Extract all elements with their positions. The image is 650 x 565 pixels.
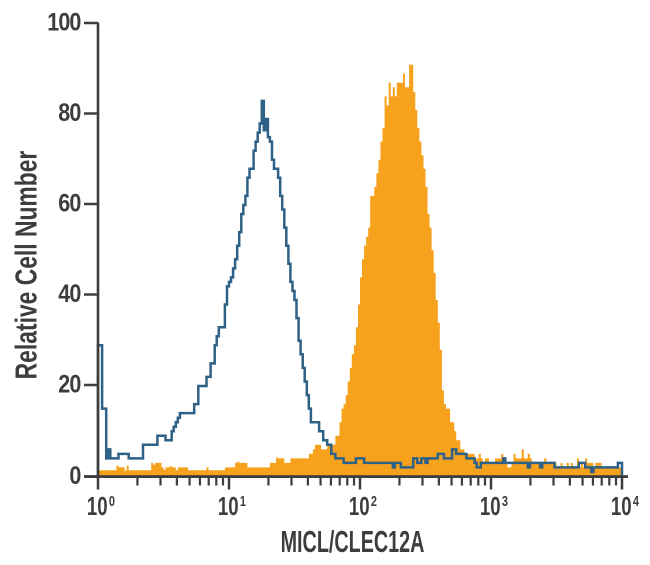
svg-text:10: 10	[87, 492, 108, 521]
svg-text:2: 2	[371, 492, 377, 509]
svg-text:0: 0	[69, 461, 80, 489]
svg-text:60: 60	[58, 189, 80, 217]
svg-text:20: 20	[58, 370, 80, 398]
svg-text:10: 10	[349, 492, 370, 521]
svg-text:4: 4	[633, 492, 640, 509]
svg-text:3: 3	[502, 492, 508, 509]
svg-text:10: 10	[480, 492, 501, 521]
svg-text:MICL/CLEC12A: MICL/CLEC12A	[281, 526, 425, 559]
svg-text:80: 80	[58, 98, 80, 126]
svg-text:100: 100	[47, 8, 80, 36]
svg-text:0: 0	[109, 492, 115, 509]
svg-text:10: 10	[611, 492, 632, 521]
svg-text:40: 40	[58, 279, 80, 307]
svg-text:10: 10	[218, 492, 239, 521]
svg-text:1: 1	[240, 492, 246, 509]
svg-text:Relative Cell Number: Relative Cell Number	[9, 150, 43, 379]
